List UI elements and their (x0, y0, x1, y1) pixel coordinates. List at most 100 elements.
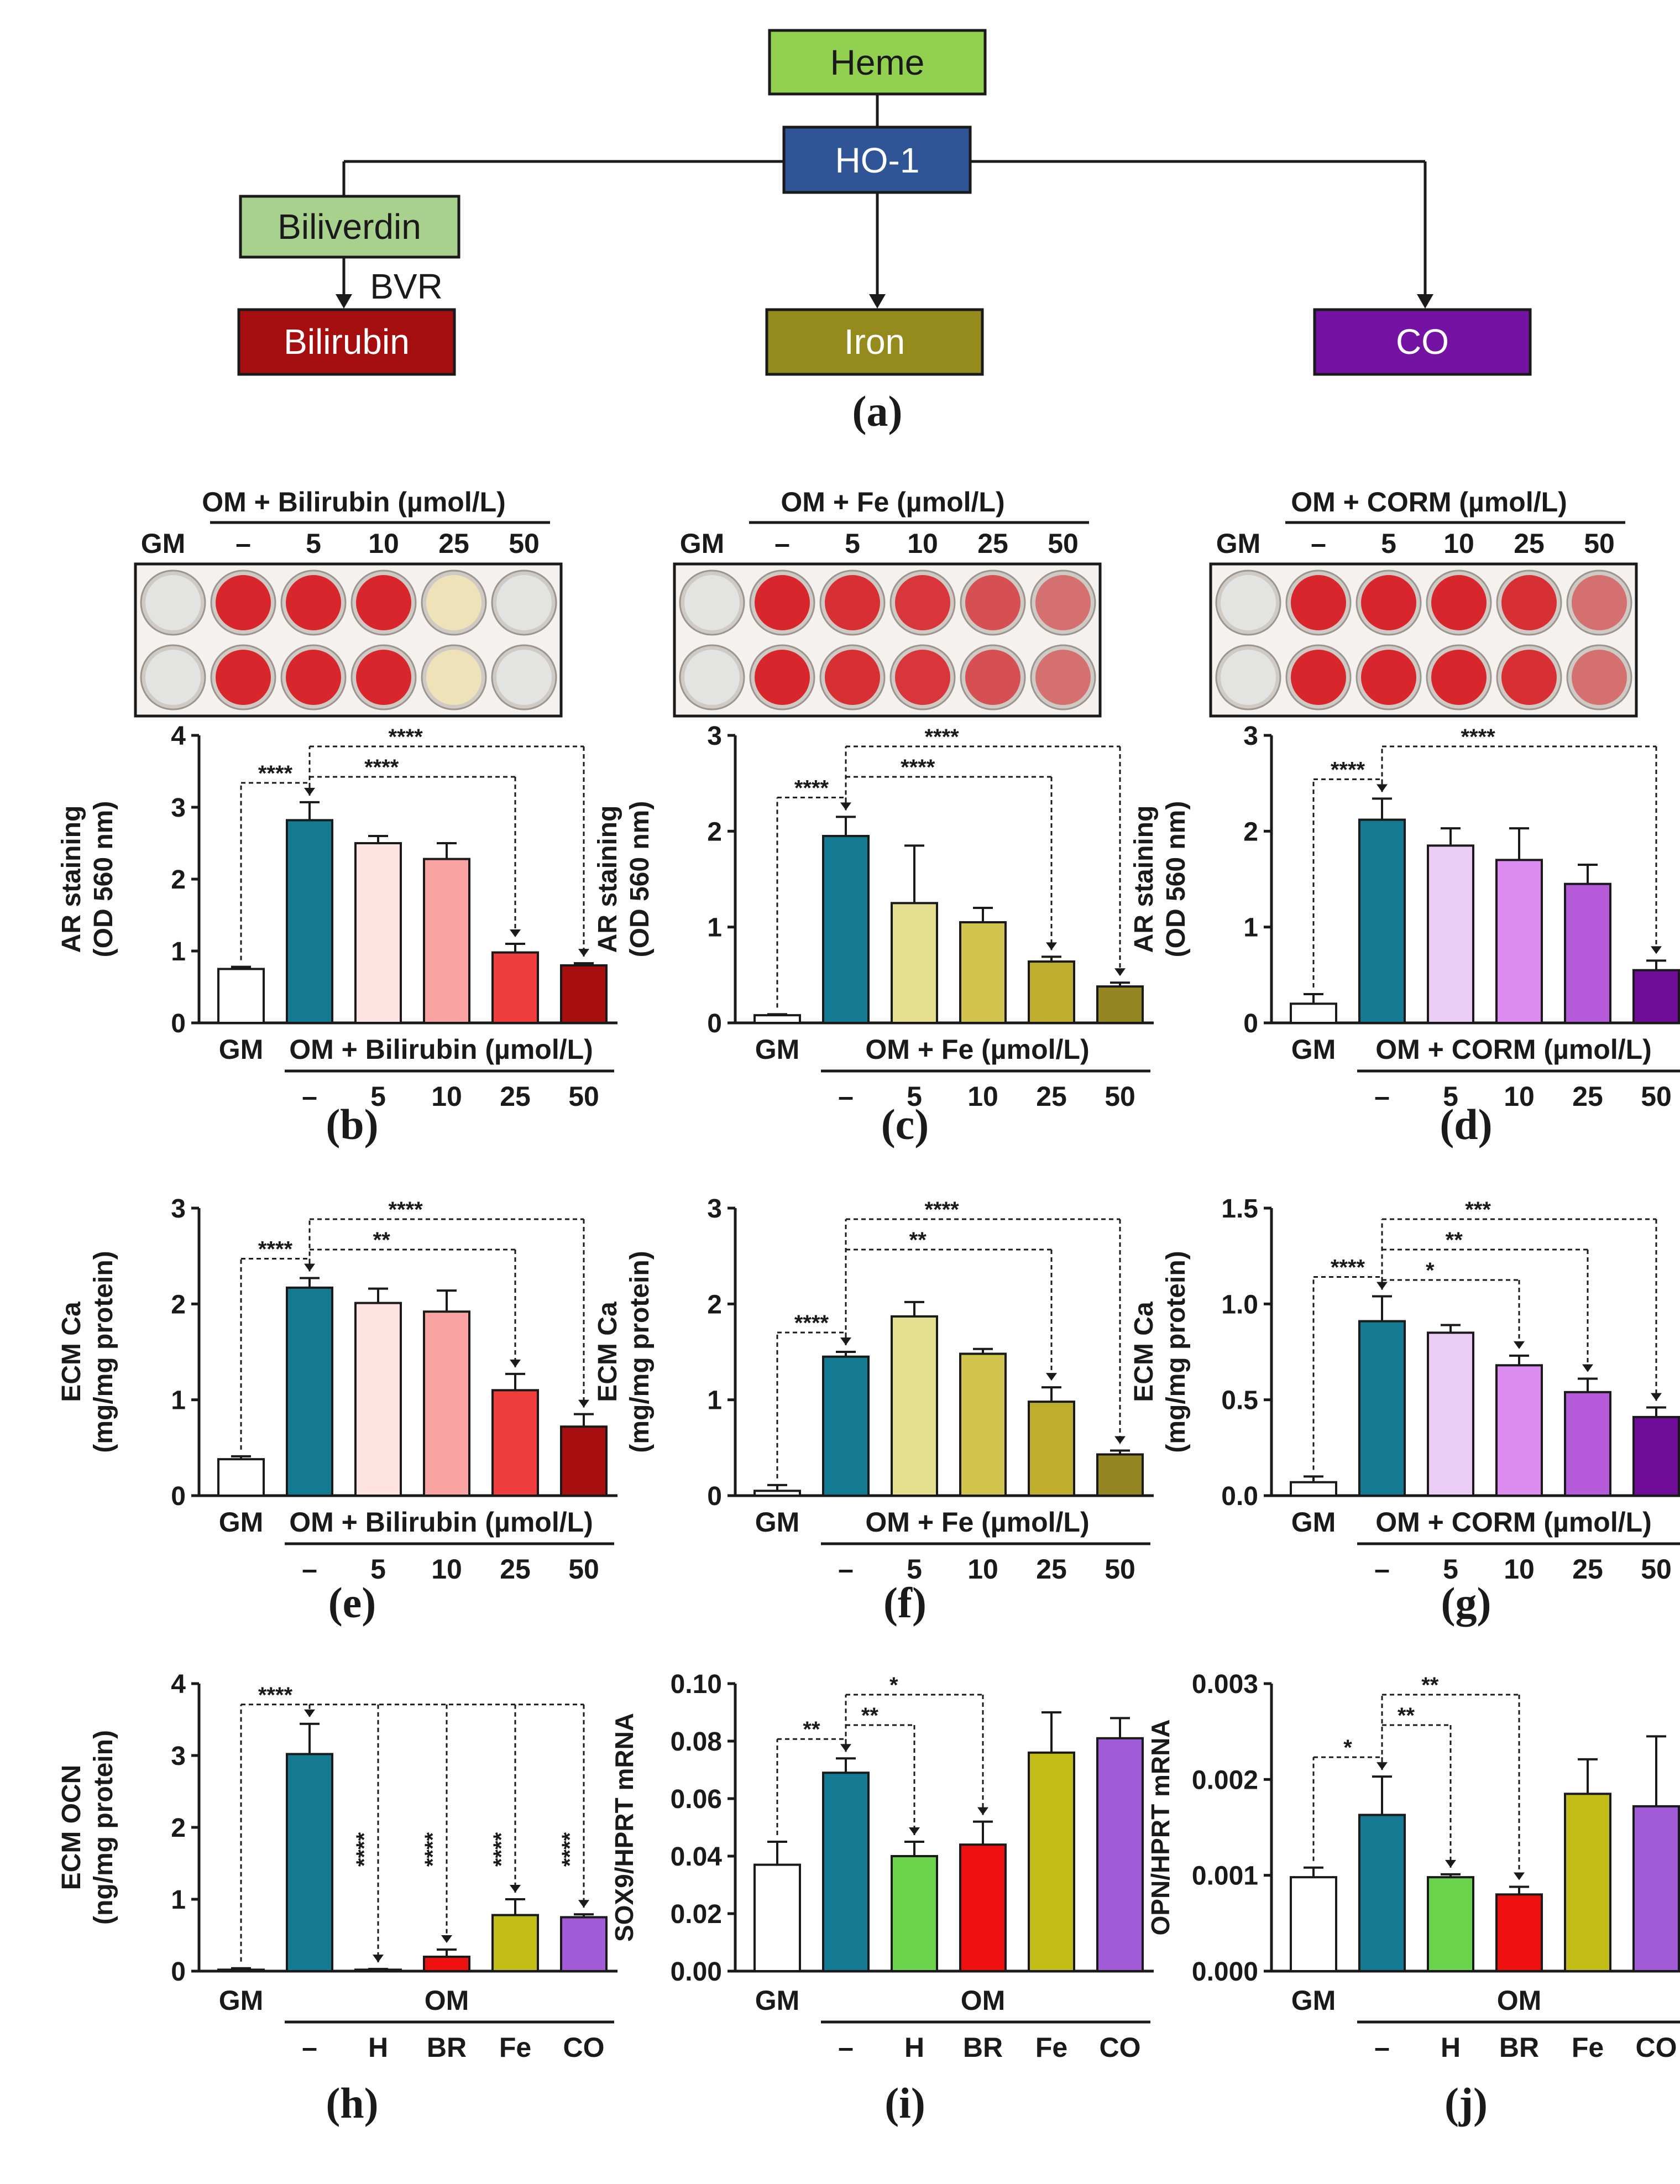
bar (560, 964, 608, 1024)
y-tick-label: 1.0 (1221, 1290, 1258, 1319)
gm-label: GM (219, 1034, 264, 1065)
y-tick-label: 2 (171, 865, 186, 895)
bar (423, 1310, 470, 1497)
plate-column-label: 5 (1381, 528, 1396, 559)
bar (1564, 1391, 1611, 1497)
bar (891, 1315, 938, 1497)
plate-well (1361, 650, 1416, 705)
plate-column-label: 10 (907, 528, 938, 559)
bar (1564, 882, 1611, 1024)
category-label: – (838, 1081, 854, 1112)
sig-arrowhead (1114, 968, 1126, 976)
plate-column-label: 10 (368, 528, 399, 559)
co-label: CO (1396, 322, 1449, 362)
group-label: OM (1497, 1985, 1542, 2016)
y-tick-label: 2 (707, 817, 722, 847)
panel-label: (g) (1441, 1579, 1491, 1627)
plate-column-label: – (235, 528, 251, 559)
bar (1495, 1364, 1543, 1497)
category-label: 10 (431, 1081, 462, 1112)
plate-well (1035, 650, 1091, 705)
sig-arrowhead (578, 1399, 589, 1408)
category-label: 50 (568, 1081, 599, 1112)
sig-label: ** (909, 1228, 927, 1252)
category-label: BR (963, 2032, 1003, 2063)
y-axis-title: ECM Ca (1129, 1302, 1159, 1402)
plate-column-label: – (1311, 528, 1326, 559)
plate-well (684, 650, 740, 705)
y-axis-title: ECM Ca (57, 1302, 86, 1402)
category-label: 50 (1105, 1554, 1135, 1585)
category-label: H (1441, 2032, 1461, 2063)
sig-label: **** (364, 755, 399, 780)
iron-label: Iron (844, 322, 905, 362)
sig-label: **** (258, 761, 293, 786)
sig-label: *** (1465, 1198, 1491, 1222)
category-label: 10 (967, 1081, 998, 1112)
sig-arrowhead (304, 1709, 315, 1717)
sig-label: **** (1331, 1255, 1365, 1279)
panel-label: (d) (1440, 1100, 1492, 1148)
category-label: BR (1499, 2032, 1539, 2063)
bar (1632, 969, 1680, 1024)
sig-label: **** (421, 1832, 445, 1867)
plate-column-label: 50 (1048, 528, 1079, 559)
bar (822, 1355, 870, 1497)
sig-label: **** (794, 1311, 829, 1335)
y-tick-label: 3 (707, 722, 722, 751)
bilirubin-box (237, 308, 456, 376)
y-tick-label: 0.00 (671, 1957, 722, 1987)
sig-arrowhead (510, 1885, 521, 1893)
plate-column-label: – (774, 528, 790, 559)
y-tick-label: 0.04 (671, 1842, 723, 1872)
sig-label: **** (1461, 725, 1495, 749)
category-label: 25 (500, 1081, 531, 1112)
plate-group: OM + Bilirubin (µmol/L) GM – 5 10 25 50 (134, 487, 563, 718)
y-axis-title: SOX9/HPRT mRNA (610, 1713, 638, 1942)
plate-gm-label: GM (680, 528, 725, 559)
sig-arrowhead (1114, 1436, 1126, 1444)
y-tick-label: 0.02 (671, 1900, 722, 1929)
plate-gm-label: GM (141, 528, 186, 559)
y-axis-unit: (ng/mg protein) (89, 1730, 118, 1925)
plate-well (286, 650, 341, 705)
sig-label: **** (258, 1237, 293, 1262)
bar (217, 1458, 265, 1497)
y-axis-unit: (OD 560 nm) (89, 801, 118, 958)
y-tick-label: 2 (171, 1814, 186, 1843)
sig-label: * (1426, 1258, 1435, 1283)
gm-label: GM (219, 1985, 264, 2016)
sig-arrowhead (1514, 1872, 1525, 1880)
category-label: Fe (1572, 2032, 1604, 2063)
sig-label: **** (1331, 757, 1365, 782)
category-label: CO (1100, 2032, 1141, 2063)
bar (1096, 1453, 1144, 1497)
sig-label: **** (489, 1832, 514, 1867)
sig-label: **** (258, 1683, 293, 1707)
biliverdin-box (239, 195, 460, 259)
sig-label: ** (1398, 1704, 1415, 1728)
panel-label: (i) (885, 2079, 925, 2127)
plate-well (426, 575, 482, 630)
y-tick-label: 0 (707, 1009, 722, 1038)
category-label: 5 (907, 1081, 922, 1112)
chart-panels: (a) (b) (c) (d) (e) (f) (g) (h) (i) (j) OM + Bilir… (57, 387, 1680, 2127)
y-tick-label: 0.08 (671, 1727, 722, 1757)
category-label: 10 (431, 1554, 462, 1585)
panel-label: (c) (881, 1100, 929, 1148)
plate-column-label: 5 (306, 528, 321, 559)
plate-well (286, 575, 341, 630)
bar (1564, 1793, 1611, 1972)
plate-treatment-label: OM + Bilirubin (µmol/L) (202, 487, 506, 518)
category-label: 25 (1572, 1081, 1603, 1112)
sig-label: * (889, 1673, 898, 1697)
bar (753, 1490, 801, 1497)
y-tick-label: 0.003 (1192, 1670, 1258, 1699)
sig-label: * (1343, 1736, 1352, 1760)
y-tick-label: 1 (707, 913, 722, 943)
category-label: 25 (1036, 1554, 1067, 1585)
category-label: – (838, 1554, 854, 1585)
group-label: OM + Fe (µmol/L) (865, 1034, 1089, 1065)
